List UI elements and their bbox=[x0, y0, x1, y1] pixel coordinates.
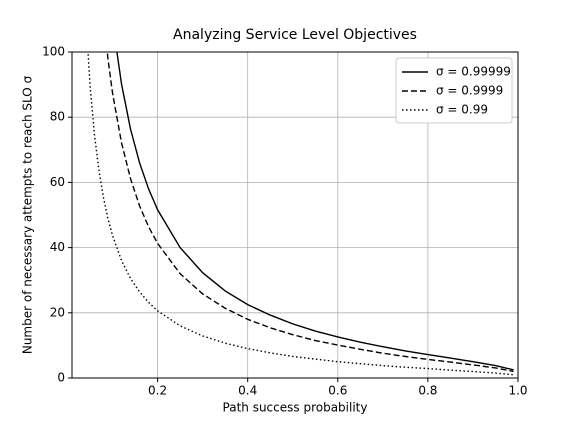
legend-label: σ = 0.9999 bbox=[436, 84, 503, 98]
x-tick-label: 1.0 bbox=[508, 384, 527, 398]
y-tick-label: 0 bbox=[57, 371, 65, 385]
plot-area bbox=[87, 52, 514, 376]
legend-label: σ = 0.99999 bbox=[436, 65, 511, 79]
x-axis-label: Path success probability bbox=[223, 401, 368, 415]
legend-box bbox=[395, 57, 513, 124]
series-line bbox=[87, 52, 514, 376]
y-tick-label: 60 bbox=[50, 175, 65, 189]
x-tick-label: 0.8 bbox=[418, 384, 437, 398]
x-tick-label: 0.6 bbox=[328, 384, 347, 398]
legend-label: σ = 0.99 bbox=[436, 103, 488, 117]
y-tick-label: 100 bbox=[42, 45, 65, 59]
series-line bbox=[106, 52, 514, 373]
chart-title: Analyzing Service Level Objectives bbox=[173, 27, 417, 43]
x-tick-label: 0.2 bbox=[148, 384, 167, 398]
plot-frame bbox=[71, 51, 519, 379]
y-axis-label: Number of necessary attempts to reach SL… bbox=[21, 75, 35, 354]
x-tick-label: 0.4 bbox=[238, 384, 257, 398]
y-tick-label: 20 bbox=[50, 305, 65, 319]
series-line bbox=[116, 52, 514, 371]
y-tick-label: 80 bbox=[50, 110, 65, 124]
y-tick-label: 40 bbox=[50, 240, 65, 254]
